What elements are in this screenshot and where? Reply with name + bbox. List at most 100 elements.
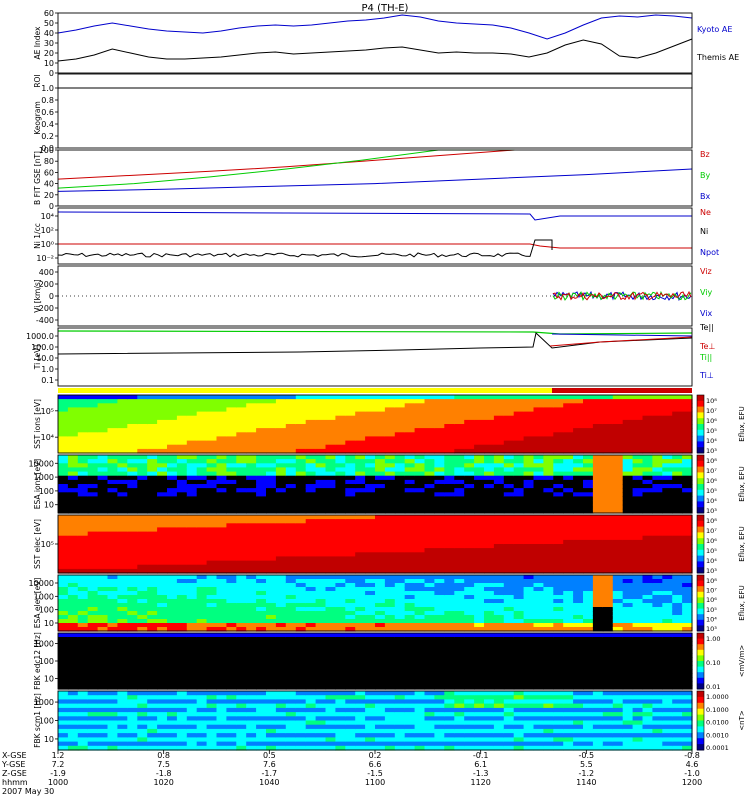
spectrogram-cell [355,599,366,604]
spectrogram-cell [176,527,188,533]
spectrogram-cell [355,432,366,437]
spectrogram-cell [672,432,683,437]
spectrogram-cell [414,428,426,433]
spectrogram-cell [404,440,416,446]
spectrogram-cell [632,527,644,533]
spectrogram-cell [553,436,564,442]
spectrogram-cell [285,745,297,751]
spectrogram-cell [533,603,544,608]
spectrogram-cell [176,703,188,709]
spectrogram-cell [77,479,89,485]
spectrogram-cell [404,455,416,460]
spectrogram-cell [523,591,535,596]
spectrogram-cell [325,463,336,468]
spectrogram-cell [246,508,257,514]
spectrogram-cell [642,428,653,433]
spectrogram-cell [404,515,416,520]
spectrogram-cell [67,419,79,425]
spectrogram-cell [444,583,455,588]
spectrogram-cell [167,556,178,562]
spectrogram-cell [275,665,287,670]
spectrogram-cell [176,737,188,743]
spectrogram-cell [672,444,683,450]
spectrogram-cell [543,479,554,485]
spectrogram-cell [176,531,188,537]
spectrogram-cell [553,500,564,506]
spectrogram-cell [97,677,109,682]
spectrogram-cell [147,475,158,481]
spectrogram-cell [186,661,198,666]
spectrogram-cell [157,619,168,624]
spectrogram-cell [186,633,198,638]
spectrogram-cell [176,432,188,437]
spectrogram-cell [77,724,89,730]
spectrogram-cell [157,633,168,638]
spectrogram-cell [77,556,89,562]
spectrogram-cell [266,741,277,747]
spectrogram-cell [206,403,218,408]
spectrogram-cell [266,527,277,533]
spectrogram-cell [682,627,693,632]
spectrogram-cell [147,479,158,485]
spectrogram-cell [632,479,644,485]
spectrogram-cell [275,633,287,638]
spectrogram-cell [355,475,366,481]
spectrogram-cell [256,691,267,696]
spectrogram-cell [375,500,386,506]
panel-frame [57,87,693,149]
spectrogram-cell [513,399,525,404]
spectrogram-cell [474,619,485,624]
spectrogram-cell [77,568,89,574]
spectrogram-cell [97,615,109,620]
spectrogram-cell [216,403,227,408]
spectrogram-cell [186,691,198,696]
spectrogram-cell [117,699,128,705]
spectrogram-cell [117,531,128,537]
spectrogram-cell [256,575,267,580]
spectrogram-cell [325,665,336,670]
spectrogram-cell [266,560,277,566]
spectrogram-cell [503,496,515,502]
y-tick-label: 0.8 [41,96,54,105]
spectrogram-cell [672,595,683,600]
spectrogram-cell [563,595,574,600]
spectrogram-cell [226,552,237,557]
spectrogram-cell [464,523,475,528]
spectrogram-cell [355,544,366,549]
spectrogram-cell [612,448,624,454]
spectrogram-cell [315,395,327,400]
spectrogram-cell [196,733,208,738]
spectrogram-cell [246,395,257,400]
panel-roi: ROI [33,73,693,89]
spectrogram-cell [533,595,544,600]
spectrogram-cell [305,673,317,678]
spectrogram-cell [67,657,79,662]
spectrogram-cell [305,587,317,592]
spectrogram-cell [484,419,495,425]
spectrogram-cell [285,500,297,506]
spectrogram-cell [444,527,455,533]
spectrogram-cell [672,583,683,588]
spectrogram-cell [216,691,227,696]
spectrogram-cell [662,583,673,588]
spectrogram-cell [77,531,89,537]
spectrogram-cell [474,479,485,485]
spectrogram-cell [117,669,128,674]
spectrogram-cell [206,471,218,477]
spectrogram-cell [295,657,307,662]
spectrogram-cell [523,619,535,624]
spectrogram-cell [523,611,535,616]
spectrogram-cell [583,484,594,489]
spectrogram-cell [563,568,574,574]
spectrogram-cell [275,645,287,650]
spectrogram-cell [186,500,198,506]
spectrogram-cell [474,496,485,502]
spectrogram-cell [513,599,525,604]
spectrogram-cell [345,556,356,562]
spectrogram-cell [236,504,247,510]
spectrogram-cell [256,459,267,464]
spectrogram-cell [682,548,693,553]
spectrogram-cell [137,587,148,592]
spectrogram-cell [622,415,634,421]
spectrogram-cell [682,661,693,666]
